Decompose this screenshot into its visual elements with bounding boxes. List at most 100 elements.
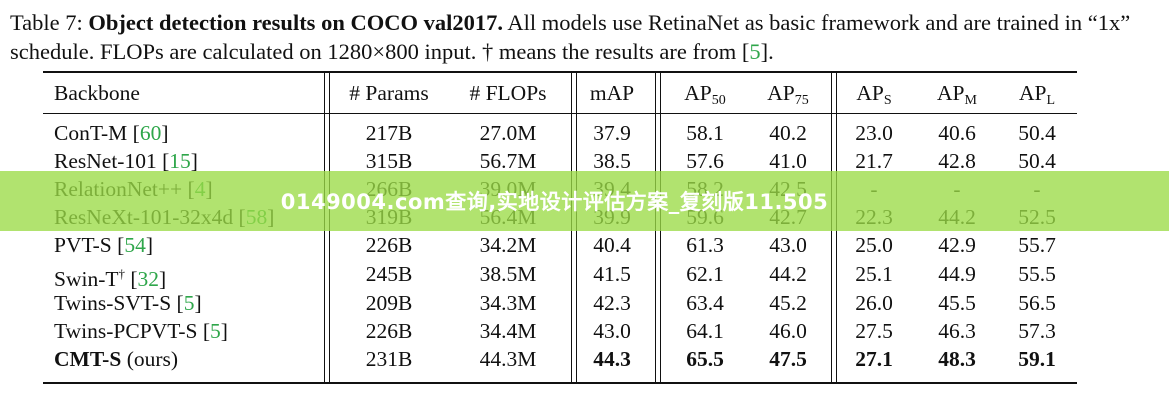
citation-link[interactable]: 5 (183, 291, 195, 315)
table-cell: 59.1 (1018, 347, 1056, 371)
table-cell: 315B (365, 149, 413, 173)
caption-text: All models use RetinaNet as basic framew… (10, 10, 1131, 64)
citation-link[interactable]: 15 (169, 149, 191, 173)
table-cell: 45.5 (938, 291, 976, 315)
table-cell: 38.5M (479, 262, 537, 286)
table-cell: 43.0 (593, 319, 631, 343)
table-cell: 46.0 (769, 319, 807, 343)
table-cell: 34.3M (479, 291, 537, 315)
table-cell: 27.0M (479, 121, 537, 145)
table-cell: 40.6 (938, 121, 976, 145)
caption-label: Table 7: (10, 10, 83, 35)
table-cell: 231B (365, 347, 413, 371)
column-header-subscript: L (1046, 93, 1056, 108)
column-header-text: AP (856, 81, 884, 105)
table-cell: 45.2 (769, 291, 807, 315)
table-caption: Table 7: Object detection results on COC… (10, 8, 1160, 66)
column-header: # Params (349, 80, 428, 106)
table-cell: 46.3 (938, 319, 976, 343)
table-cell: 41.5 (593, 262, 631, 286)
column-header: APS (856, 80, 891, 114)
backbone-name: Twins-SVT-S (54, 291, 172, 315)
table-cell: 42.9 (938, 233, 976, 257)
column-header: AP75 (767, 80, 808, 114)
backbone-name: ResNet-101 (54, 149, 157, 173)
column-header: mAP (590, 80, 634, 106)
watermark-banner: 0149004.com查询,实地设计评估方案_复刻版11.505 (0, 171, 1169, 231)
column-header-text: AP (937, 81, 965, 105)
backbone-name: PVT-S (54, 233, 112, 257)
column-header-text: AP (684, 81, 712, 105)
table-cell: 58.1 (686, 121, 724, 145)
column-header-text: AP (1018, 81, 1047, 105)
table-cell: 55.5 (1018, 262, 1056, 286)
ours-label: (ours) (126, 347, 179, 371)
column-header-text: # FLOPs (469, 81, 547, 105)
table-cell: 34.2M (479, 233, 537, 257)
citation-link[interactable]: 60 (139, 121, 162, 145)
table-bottom-rule (43, 382, 1077, 384)
column-header-text: # Params (349, 81, 429, 105)
table-row-backbone: ResNet-101 [15] (54, 149, 198, 173)
table-cell: 42.8 (938, 149, 976, 173)
table-cell: 63.4 (686, 291, 724, 315)
column-header-text: Backbone (54, 81, 140, 105)
column-header: APM (937, 80, 977, 114)
caption-citation-link[interactable]: 5 (749, 39, 761, 64)
table-cell: 65.5 (686, 347, 724, 371)
table-cell: 226B (365, 233, 413, 257)
table-cell: 34.4M (479, 319, 537, 343)
column-header-subscript: S (883, 93, 892, 108)
table-cell: 56.5 (1018, 291, 1056, 315)
column-header-subscript: 50 (711, 93, 726, 108)
dagger-mark: † (118, 266, 126, 281)
table-cell: 48.3 (938, 347, 976, 371)
table-cell: 44.9 (938, 262, 976, 286)
table-cell: 47.5 (769, 347, 807, 371)
column-header-subscript: M (964, 93, 977, 108)
table-cell: 38.5 (593, 149, 631, 173)
table-cell: 42.3 (593, 291, 631, 315)
table-cell: 50.4 (1018, 149, 1056, 173)
table-cell: 27.1 (855, 347, 893, 371)
table-row-backbone: Twins-PCPVT-S [5] (54, 319, 228, 343)
citation-link[interactable]: 54 (124, 233, 146, 257)
table-cell: 57.6 (686, 149, 724, 173)
table-row-backbone: PVT-S [54] (54, 233, 153, 257)
table-cell: 57.3 (1018, 319, 1056, 343)
table-cell: 37.9 (593, 121, 631, 145)
table-cell: 56.7M (479, 149, 537, 173)
column-header: AP50 (684, 80, 725, 114)
table-row-backbone: ConT-M [60] (54, 121, 169, 145)
table-cell: 44.3M (479, 347, 537, 371)
watermark-text: 0149004.com查询,实地设计评估方案_复刻版11.505 (280, 190, 829, 214)
column-header-text: mAP (589, 81, 635, 105)
table-cell: 41.0 (769, 149, 807, 173)
table-cell: 43.0 (769, 233, 807, 257)
table-row-backbone: Swin-T† [32] (54, 266, 167, 292)
table-cell: 25.1 (855, 262, 893, 286)
table-row-backbone: CMT-S (ours) (54, 346, 178, 372)
table-cell: 40.4 (593, 233, 631, 257)
table-top-rule (43, 71, 1077, 73)
table-cell: 50.4 (1018, 121, 1056, 145)
table-cell: 55.7 (1018, 233, 1056, 257)
backbone-name: CMT-S (54, 347, 122, 371)
column-header-subscript: 75 (794, 93, 809, 108)
column-header: Backbone (54, 80, 140, 106)
backbone-name: Swin-T (54, 267, 119, 292)
caption-title: Object detection results on COCO val2017… (88, 10, 503, 35)
table-cell: 23.0 (855, 121, 893, 145)
table-cell: 61.3 (686, 233, 724, 257)
table-cell: 245B (365, 262, 413, 286)
table-cell: 217B (365, 121, 413, 145)
table-cell: 27.5 (855, 319, 893, 343)
table-cell: 44.3 (593, 347, 631, 371)
backbone-name: ConT-M (54, 121, 128, 145)
table-cell: 25.0 (855, 233, 893, 257)
caption-text-end: ]. (760, 39, 774, 64)
table-header-rule (43, 113, 1077, 114)
citation-link[interactable]: 32 (137, 267, 160, 292)
citation-link[interactable]: 5 (210, 319, 221, 343)
column-header: APL (1019, 80, 1055, 114)
